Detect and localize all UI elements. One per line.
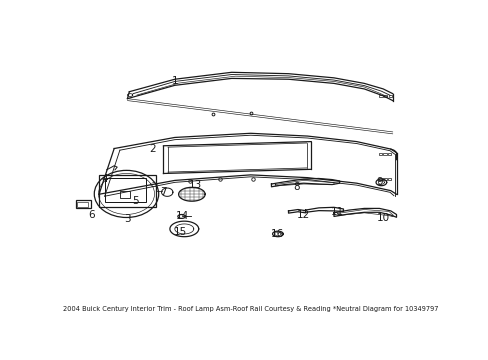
Text: 10: 10 xyxy=(376,213,389,223)
Text: 4: 4 xyxy=(101,174,108,184)
Text: 11: 11 xyxy=(330,207,344,217)
Text: 16: 16 xyxy=(270,229,283,239)
Text: 15: 15 xyxy=(174,227,187,237)
Text: 6: 6 xyxy=(88,210,95,220)
Text: 2: 2 xyxy=(148,144,155,153)
Text: 1: 1 xyxy=(171,76,178,86)
Text: 7: 7 xyxy=(160,186,166,197)
Text: 14: 14 xyxy=(175,211,189,221)
Text: 13: 13 xyxy=(189,180,202,190)
Text: 2004 Buick Century Interior Trim - Roof Lamp Asm-Roof Rail Courtesy & Reading *N: 2004 Buick Century Interior Trim - Roof … xyxy=(63,306,437,312)
Text: 12: 12 xyxy=(296,210,310,220)
Text: 5: 5 xyxy=(131,196,138,206)
Text: 3: 3 xyxy=(124,214,130,224)
Text: 9: 9 xyxy=(375,177,382,187)
Text: 8: 8 xyxy=(292,183,299,192)
